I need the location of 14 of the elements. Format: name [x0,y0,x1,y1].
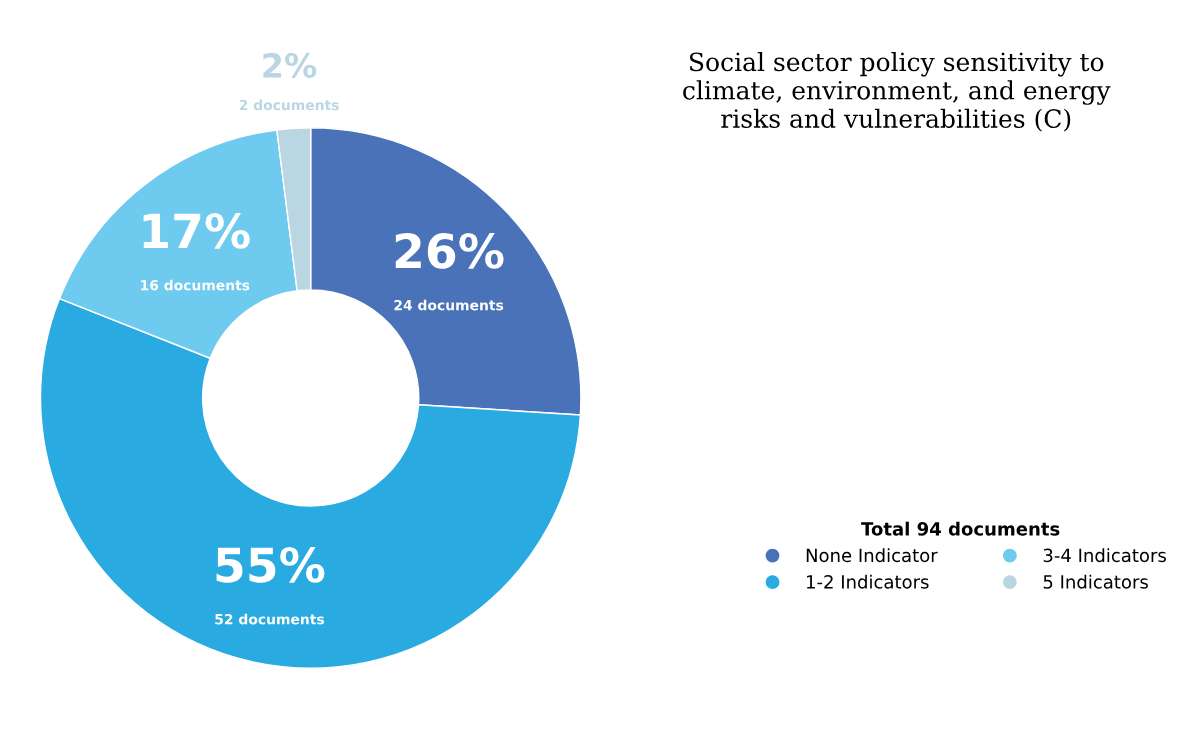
text: 2 documents [239,99,339,111]
text: 24 documents [394,299,504,311]
text: 52 documents [215,613,325,625]
legend-label: 1-2 Indicators [807,574,929,589]
data-label: 26% [395,233,504,269]
legend-label: 3-4 Indicators [1043,548,1166,563]
data-label: 55% [216,547,325,583]
text: 16 documents [141,279,250,291]
legend-title: Total 94 documents [861,521,1060,536]
data-label: 17% [143,213,250,249]
legend-label: 5 Indicators [1043,574,1148,589]
data-label: 2% [263,52,317,79]
legend-label: None Indicator [806,548,938,563]
text: Social sector policy sensitivity to climate, environment, and energy risks and vulnerabilities (C) [683,51,1111,132]
